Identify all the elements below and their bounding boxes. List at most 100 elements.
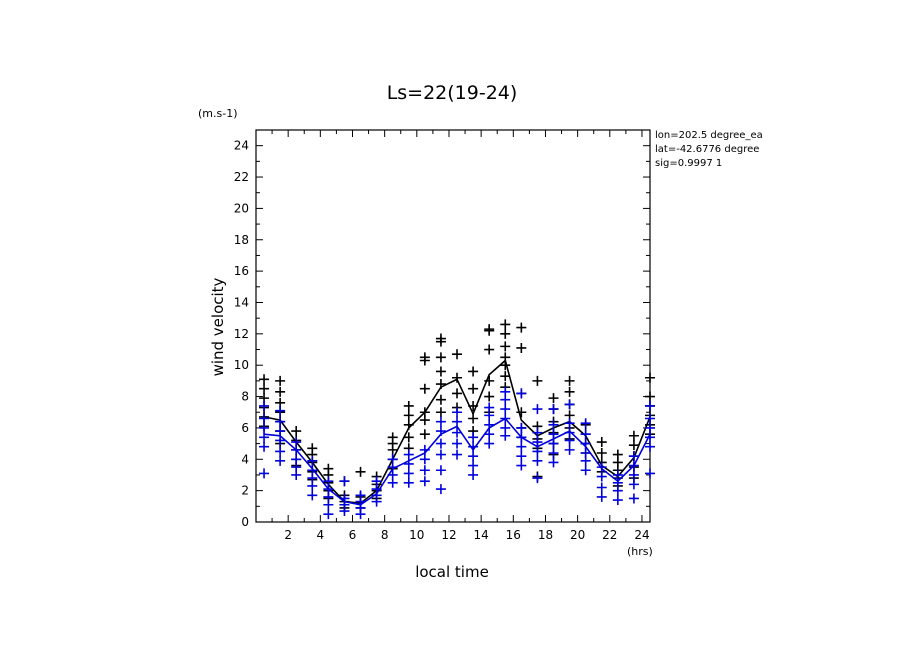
series-2-point xyxy=(548,438,559,449)
y-tick-label: 0 xyxy=(241,515,249,529)
x-tick-label: 22 xyxy=(602,528,617,542)
y-tick-label: 24 xyxy=(234,139,249,153)
chart-title: Ls=22(19-24) xyxy=(387,82,518,104)
series-1-point xyxy=(628,430,639,441)
series-2-point xyxy=(259,413,270,424)
series-2-point xyxy=(580,429,591,440)
series-2-point xyxy=(628,493,639,504)
series-2-point xyxy=(516,460,527,471)
series-1-point xyxy=(516,407,527,418)
series-1-point xyxy=(645,372,655,383)
series-1-point xyxy=(435,379,446,390)
series-2-point xyxy=(612,495,623,506)
series-2-point xyxy=(500,413,511,424)
series-2-point xyxy=(468,469,479,480)
series-2-point xyxy=(596,482,607,493)
series-2-point xyxy=(307,465,318,476)
series-2-point xyxy=(435,438,446,449)
series-2-point xyxy=(548,419,559,430)
x-tick-label: 8 xyxy=(381,528,389,542)
series-1-point xyxy=(596,437,607,448)
series-1-point xyxy=(355,466,366,477)
series-2-point xyxy=(403,468,414,479)
series-2-point xyxy=(435,426,446,437)
series-2-point xyxy=(307,490,318,501)
series-1-point xyxy=(516,322,527,333)
series-2-point xyxy=(419,476,430,487)
series-2-point xyxy=(275,446,286,457)
series-1-point xyxy=(468,400,479,411)
series-2-point xyxy=(435,465,446,476)
series-1-point xyxy=(500,328,511,339)
series-2-point xyxy=(291,454,302,465)
y-tick-label: 14 xyxy=(234,295,249,309)
series-1-point xyxy=(435,407,446,418)
y-tick-label: 18 xyxy=(234,233,249,247)
series-1-point xyxy=(548,393,559,404)
series-2-point xyxy=(628,479,639,490)
series-1-point xyxy=(532,375,543,386)
series-2-point xyxy=(645,400,655,411)
series-2-point xyxy=(275,455,286,466)
series-2-point xyxy=(452,416,463,427)
series-2-point xyxy=(355,490,366,501)
series-2-point xyxy=(339,476,350,487)
series-1-point xyxy=(500,352,511,363)
series-2-point xyxy=(500,422,511,433)
y-tick-label: 20 xyxy=(234,201,249,215)
series-1-point xyxy=(468,413,479,424)
series-1-point xyxy=(419,383,430,394)
info-line-1: lon=202.5 degree_ea xyxy=(655,130,763,141)
series-2-point xyxy=(548,448,559,459)
series-2-point xyxy=(275,426,286,437)
series-1-point xyxy=(259,374,270,385)
series-1-point xyxy=(484,344,495,355)
series-2-point xyxy=(516,422,527,433)
series-2-point xyxy=(596,491,607,502)
y-tick-label: 6 xyxy=(241,421,249,435)
series-2-point xyxy=(452,427,463,438)
x-tick-label: 10 xyxy=(409,528,424,542)
series-1-point xyxy=(307,443,318,454)
series-2-point xyxy=(548,457,559,468)
series-2-point xyxy=(548,404,559,415)
info-line-3: sig=0.9997 1 xyxy=(655,158,722,169)
series-1-point xyxy=(403,400,414,411)
series-1-point xyxy=(435,366,446,377)
series-1-point xyxy=(612,449,623,460)
series-2-point xyxy=(468,432,479,443)
series-2-point xyxy=(612,469,623,480)
series-2-point xyxy=(484,402,495,413)
series-2-point xyxy=(516,388,527,399)
series-2-point xyxy=(419,444,430,455)
series-2-point xyxy=(452,407,463,418)
series-1-point xyxy=(468,366,479,377)
x-tick-label: 20 xyxy=(570,528,585,542)
series-2-point xyxy=(275,435,286,446)
series-1-point xyxy=(323,463,334,474)
series-1-point xyxy=(291,426,302,437)
series-2-point xyxy=(564,444,575,455)
series-2-point xyxy=(452,449,463,460)
series-2-point xyxy=(403,458,414,469)
series-2-point xyxy=(435,449,446,460)
series-1-point xyxy=(500,371,511,382)
series-2-point xyxy=(564,427,575,438)
series-2-point xyxy=(259,441,270,452)
series-2-point xyxy=(516,451,527,462)
series-2-point xyxy=(275,416,286,427)
series-2-point xyxy=(452,438,463,449)
y-tick-label: 4 xyxy=(241,452,249,466)
series-2-point xyxy=(419,465,430,476)
series-2-point xyxy=(564,399,575,410)
series-1-point xyxy=(484,324,495,335)
series-1-point xyxy=(564,375,575,386)
series-2-point xyxy=(596,471,607,482)
series-2-point xyxy=(628,469,639,480)
series-1-point xyxy=(275,386,286,397)
series-2-point xyxy=(516,432,527,443)
series-2-point xyxy=(419,454,430,465)
series-2-point xyxy=(484,429,495,440)
x-tick-label: 18 xyxy=(538,528,553,542)
